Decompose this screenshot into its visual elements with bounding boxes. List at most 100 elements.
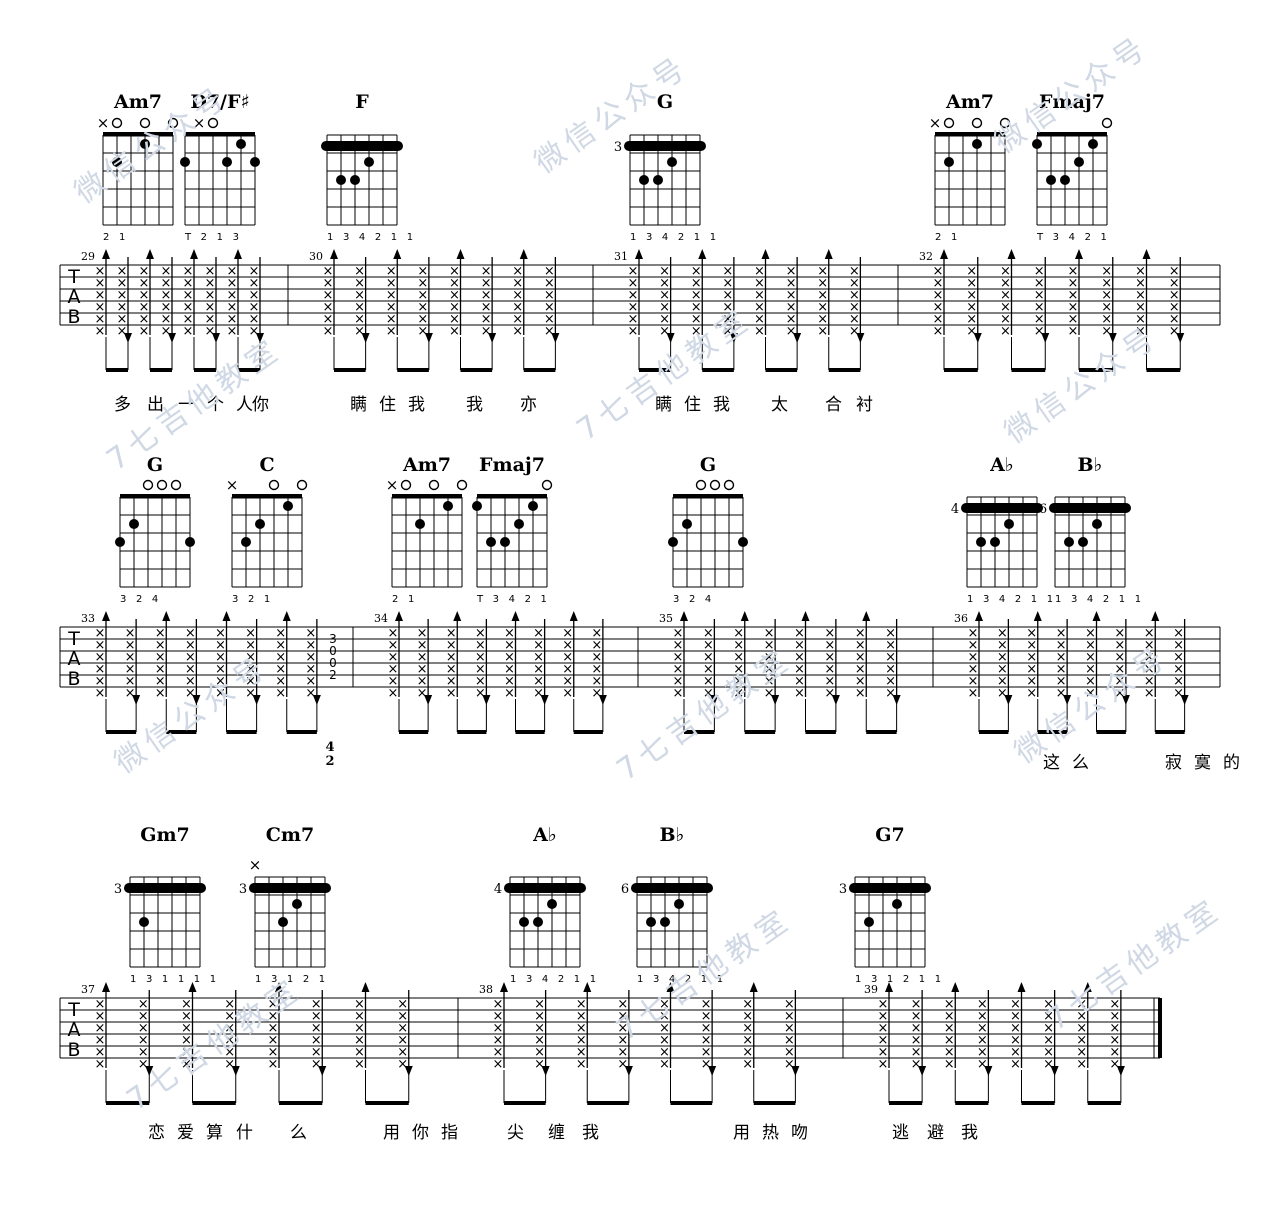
svg-text:×: × [323, 276, 334, 291]
svg-text:×: × [817, 264, 828, 279]
svg-text:×: × [449, 276, 460, 291]
svg-text:×: × [193, 114, 206, 132]
svg-text:×: × [722, 300, 733, 315]
svg-text:×: × [968, 626, 979, 641]
svg-text:×: × [268, 1033, 279, 1048]
svg-text:×: × [944, 1009, 955, 1024]
svg-text:×: × [742, 1009, 753, 1024]
lyric: 瞒住我 [655, 395, 742, 415]
fingering-label: 1 3 4 2 1 1 [967, 594, 1056, 605]
svg-text:×: × [417, 264, 428, 279]
lyric: 你 [252, 395, 281, 415]
svg-text:×: × [1169, 288, 1180, 303]
svg-text:×: × [997, 626, 1008, 641]
svg-text:×: × [544, 324, 555, 339]
chord-diagram-1-6: 6 1 3 4 2 1 1 [1039, 496, 1144, 605]
svg-text:×: × [977, 1045, 988, 1060]
svg-text:×: × [849, 324, 860, 339]
svg-text:×: × [878, 1045, 889, 1060]
lyric: 一个人 [178, 395, 265, 415]
svg-text:×: × [617, 1033, 628, 1048]
svg-text:×: × [673, 638, 684, 653]
svg-text:×: × [205, 264, 216, 279]
svg-text:×: × [794, 638, 805, 653]
svg-text:×: × [475, 650, 486, 665]
svg-text:×: × [504, 662, 515, 677]
svg-text:×: × [95, 650, 106, 665]
svg-text:×: × [1144, 626, 1155, 641]
svg-text:×: × [1101, 324, 1112, 339]
svg-text:×: × [227, 288, 238, 303]
svg-text:×: × [968, 650, 979, 665]
svg-text:×: × [224, 997, 235, 1012]
svg-text:×: × [591, 626, 602, 641]
svg-text:×: × [1010, 997, 1021, 1012]
svg-text:×: × [504, 686, 515, 701]
fingering-label: 1 3 4 2 1 1 [637, 974, 726, 985]
svg-text:×: × [703, 686, 714, 701]
svg-text:×: × [733, 662, 744, 677]
svg-text:×: × [161, 264, 172, 279]
svg-text:×: × [966, 264, 977, 279]
svg-text:×: × [354, 1021, 365, 1036]
svg-text:×: × [311, 1057, 322, 1072]
svg-text:×: × [722, 324, 733, 339]
svg-text:×: × [1034, 312, 1045, 327]
svg-text:×: × [1056, 686, 1067, 701]
svg-text:×: × [1101, 300, 1112, 315]
svg-text:×: × [205, 300, 216, 315]
svg-text:×: × [855, 650, 866, 665]
svg-text:×: × [185, 686, 196, 701]
svg-text:×: × [544, 300, 555, 315]
svg-text:×: × [691, 300, 702, 315]
svg-text:×: × [446, 662, 457, 677]
svg-text:×: × [533, 626, 544, 641]
lyric: 衬 [856, 395, 885, 415]
svg-text:×: × [481, 300, 492, 315]
svg-text:×: × [562, 626, 573, 641]
svg-text:×: × [249, 856, 262, 874]
svg-text:×: × [388, 662, 399, 677]
fret-position-label: 4 [494, 882, 502, 897]
svg-text:×: × [1034, 324, 1045, 339]
svg-text:×: × [1068, 264, 1079, 279]
svg-text:×: × [1101, 312, 1112, 327]
svg-text:×: × [691, 288, 702, 303]
lyric: 缠 [548, 1123, 577, 1143]
svg-text:×: × [576, 1057, 587, 1072]
time-signature-digit: 2 [325, 754, 334, 769]
svg-text:×: × [224, 1033, 235, 1048]
svg-text:×: × [1101, 264, 1112, 279]
lyric: 避 [927, 1123, 956, 1143]
chord-name: A♭ [532, 824, 557, 846]
lyric: 什 [236, 1123, 265, 1143]
svg-text:×: × [701, 1045, 712, 1060]
svg-text:×: × [733, 638, 744, 653]
svg-text:×: × [388, 638, 399, 653]
fingering-label: 1 3 4 2 1 1 [1055, 594, 1144, 605]
svg-text:×: × [504, 626, 515, 641]
svg-text:×: × [227, 300, 238, 315]
svg-text:×: × [1076, 1057, 1087, 1072]
fingering-label: 1 3 4 2 1 1 [630, 232, 719, 243]
svg-text:×: × [562, 686, 573, 701]
svg-text:×: × [855, 686, 866, 701]
svg-text:×: × [885, 638, 896, 653]
svg-text:×: × [544, 276, 555, 291]
svg-text:×: × [139, 264, 150, 279]
svg-text:×: × [504, 674, 515, 689]
svg-text:×: × [1034, 300, 1045, 315]
svg-text:×: × [1010, 1009, 1021, 1024]
svg-text:×: × [1173, 626, 1184, 641]
svg-text:×: × [227, 264, 238, 279]
svg-text:×: × [966, 288, 977, 303]
svg-text:×: × [673, 674, 684, 689]
svg-text:×: × [1173, 650, 1184, 665]
svg-text:×: × [449, 288, 460, 303]
svg-text:×: × [628, 324, 639, 339]
svg-text:×: × [95, 1033, 106, 1048]
fingering-label: 1 3 4 2 1 1 [510, 974, 599, 985]
svg-text:×: × [576, 1009, 587, 1024]
svg-text:×: × [249, 312, 260, 327]
